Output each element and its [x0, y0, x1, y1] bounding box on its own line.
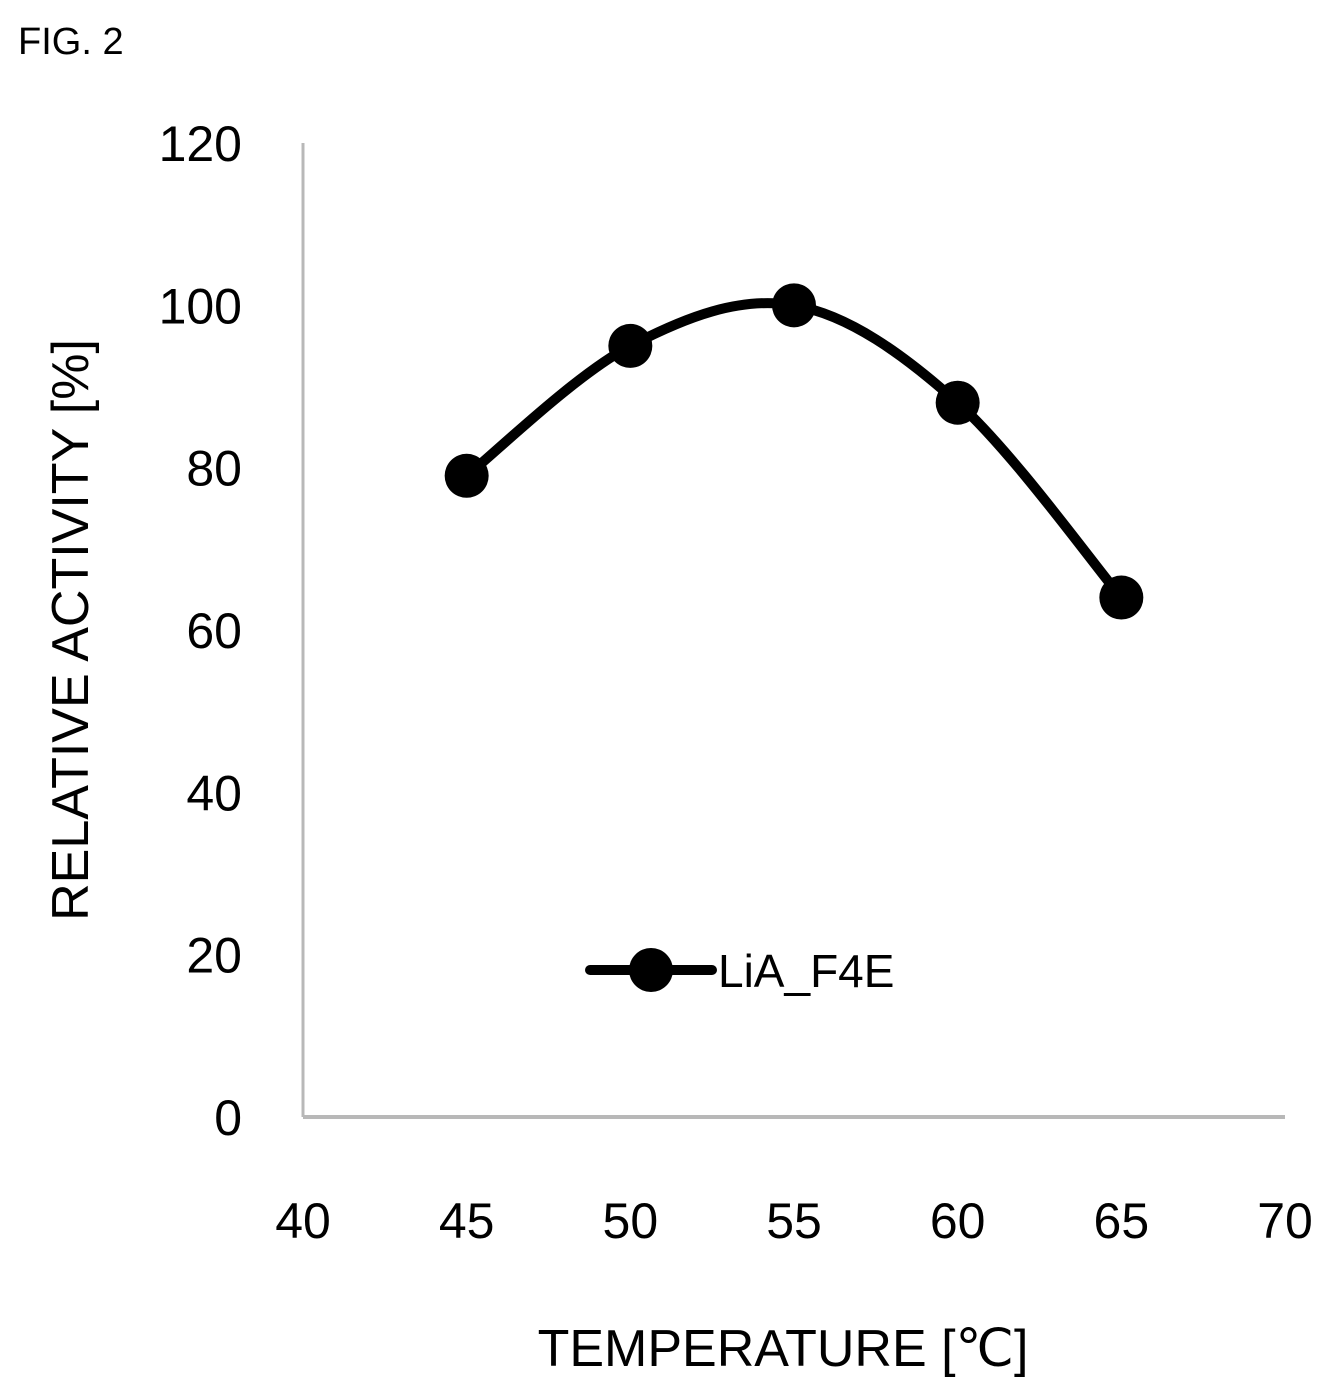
y-tick-label: 20 — [186, 928, 242, 984]
series-line — [461, 298, 1127, 603]
x-tick-label: 50 — [603, 1193, 659, 1249]
x-tick-label: 45 — [439, 1193, 495, 1249]
data-point — [1099, 575, 1144, 620]
figure-label: FIG. 2 — [18, 21, 124, 63]
series-layer — [444, 283, 1144, 620]
tick-labels: 0 20 40 60 80 100 120 40 45 50 55 60 65 70 — [159, 116, 1313, 1249]
data-point — [772, 283, 816, 328]
x-tick-label: 70 — [1257, 1193, 1313, 1249]
x-tick-label: 55 — [766, 1193, 822, 1249]
data-point — [608, 323, 653, 368]
y-tick-label: 60 — [186, 603, 242, 659]
y-tick-label: 80 — [186, 441, 242, 497]
x-tick-label: 60 — [930, 1193, 986, 1249]
x-axis-title: TEMPERATURE [℃] — [538, 1320, 1029, 1378]
y-tick-label: 120 — [159, 116, 242, 172]
y-axis-title: RELATIVE ACTIVITY [%] — [42, 339, 100, 921]
x-tick-label: 40 — [275, 1193, 331, 1249]
axes — [301, 143, 1285, 1119]
y-tick-label: 0 — [214, 1090, 242, 1146]
legend-label: LiA_F4E — [718, 945, 894, 997]
legend-marker — [629, 948, 673, 992]
y-tick-label: 100 — [159, 278, 242, 334]
y-tick-label: 40 — [186, 765, 242, 821]
x-tick-label: 65 — [1094, 1193, 1150, 1249]
data-point — [444, 453, 489, 498]
data-point — [935, 380, 980, 425]
legend: LiA_F4E — [585, 945, 894, 997]
